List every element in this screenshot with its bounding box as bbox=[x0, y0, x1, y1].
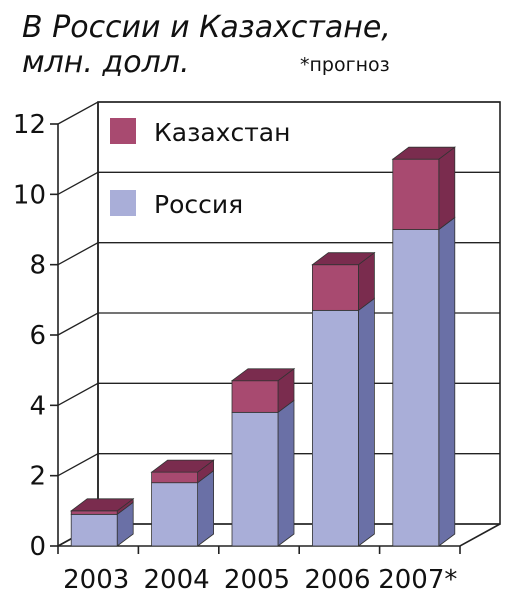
x-tick-label: 2003 bbox=[63, 565, 129, 595]
bar-top bbox=[391, 146, 456, 160]
bar-2004-Казахстан bbox=[150, 459, 215, 484]
bar-front bbox=[392, 229, 440, 547]
bar-2003-Россия bbox=[70, 501, 134, 547]
chart-title-line2: млн. долл. bbox=[22, 45, 190, 80]
bar-front bbox=[231, 380, 279, 413]
legend-label: Россия bbox=[154, 190, 243, 219]
y-tick-label: 2 bbox=[29, 462, 46, 492]
bar-side bbox=[277, 399, 295, 547]
x-tick-labels: 2003 2004 2005 2006 2007* bbox=[63, 565, 457, 595]
chart-axes bbox=[50, 123, 461, 554]
bar-2005-Казахстан bbox=[230, 367, 296, 414]
chart-title: В России и Казахстане, млн. долл. bbox=[22, 10, 391, 80]
bar-front bbox=[311, 309, 359, 547]
y-tick-label: 0 bbox=[29, 532, 46, 562]
bar-front bbox=[70, 510, 118, 515]
y-tick-label: 6 bbox=[29, 321, 46, 351]
bar-2005-Россия bbox=[231, 399, 295, 547]
bar-front bbox=[392, 158, 440, 230]
y-tick-labels: 0 2 4 6 8 10 12 bbox=[13, 110, 46, 562]
bar-top bbox=[230, 368, 296, 382]
x-tick-label: 2007* bbox=[378, 565, 457, 595]
gridline bbox=[57, 101, 500, 125]
bar-side bbox=[438, 146, 456, 231]
bar-front bbox=[231, 411, 279, 547]
bar-2003-Казахстан bbox=[69, 498, 135, 516]
bar-2004-Россия bbox=[151, 469, 215, 547]
bar-2007*-Россия bbox=[392, 216, 456, 547]
y-tick-label: 10 bbox=[13, 180, 46, 210]
bar-2007*-Казахстан bbox=[391, 146, 456, 231]
bar-2006-Россия bbox=[311, 297, 375, 547]
bar-side bbox=[197, 469, 215, 547]
gridline bbox=[57, 242, 500, 266]
bar-front bbox=[151, 482, 199, 547]
bar-top bbox=[150, 459, 215, 473]
legend: Казахстан Россия bbox=[110, 118, 290, 219]
bar-2006-Казахстан bbox=[311, 251, 376, 312]
bar-top bbox=[311, 252, 376, 266]
legend-swatch bbox=[110, 118, 136, 144]
bar-side bbox=[357, 297, 375, 547]
x-tick-label: 2005 bbox=[224, 565, 290, 595]
x-tick-label: 2006 bbox=[304, 565, 370, 595]
gridline bbox=[57, 171, 500, 195]
forecast-note: *прогноз bbox=[300, 54, 390, 76]
legend-swatch bbox=[110, 190, 136, 216]
bar-front bbox=[151, 471, 199, 484]
bar-front bbox=[311, 264, 359, 311]
bars-group bbox=[69, 146, 456, 547]
x-tick-label: 2004 bbox=[144, 565, 210, 595]
bar-side bbox=[438, 216, 456, 547]
y-tick-label: 4 bbox=[29, 391, 46, 421]
y-tick-label: 8 bbox=[29, 251, 46, 281]
bar-top bbox=[69, 498, 135, 512]
bar-front bbox=[70, 513, 118, 547]
chart-title-line1: В России и Казахстане, bbox=[22, 10, 391, 45]
y-tick-label: 12 bbox=[13, 110, 46, 140]
legend-label: Казахстан bbox=[154, 118, 290, 147]
